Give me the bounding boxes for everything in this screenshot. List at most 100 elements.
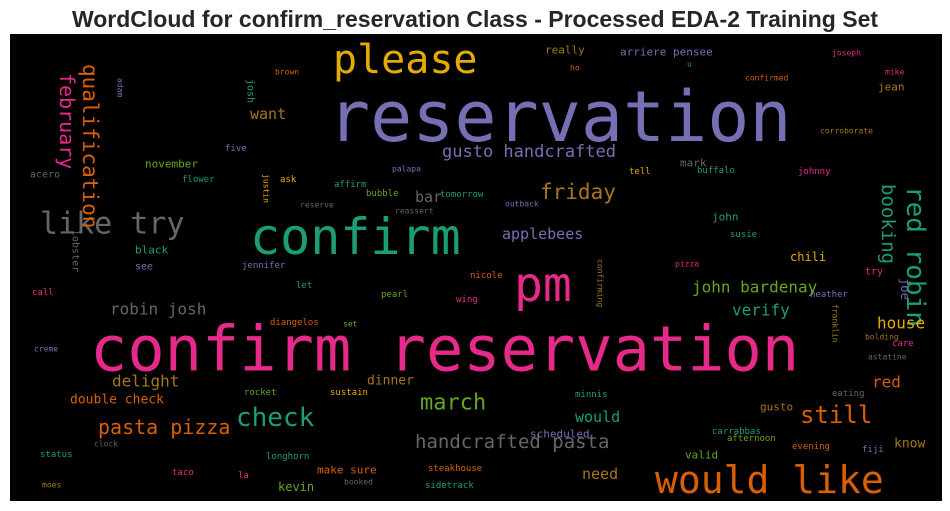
word-let: let xyxy=(296,281,312,291)
word-reassert: reassert xyxy=(395,207,434,216)
word-justin: justin xyxy=(262,174,271,203)
word-evening: evening xyxy=(792,442,830,452)
word-wing: wing xyxy=(456,295,478,305)
wordcloud-background xyxy=(10,34,942,501)
word-still: still xyxy=(800,401,872,429)
word-johnny: johnny xyxy=(798,167,831,177)
word-black: black xyxy=(135,244,168,257)
word-friday: friday xyxy=(540,180,616,204)
word-verify: verify xyxy=(732,301,790,320)
word-joseph: joseph xyxy=(832,49,861,58)
word-diangelos: diangelos xyxy=(270,318,319,328)
word-nicole: nicole xyxy=(470,271,503,281)
word-mark: mark xyxy=(680,157,707,170)
word-longhorn: longhorn xyxy=(266,452,309,462)
word-steakhouse: steakhouse xyxy=(428,464,482,474)
word-five: five xyxy=(225,144,247,154)
word-confirm: confirm xyxy=(250,208,461,266)
word-booked: booked xyxy=(344,478,373,487)
word-heather: heather xyxy=(810,290,849,300)
word-handcrafted-pasta: handcrafted pasta xyxy=(415,431,609,453)
word-affirm: affirm xyxy=(334,180,367,190)
word-robin-josh: robin josh xyxy=(110,300,206,319)
word-lobster: lobster xyxy=(70,230,81,272)
word-november: november xyxy=(145,158,198,171)
word-delight: delight xyxy=(112,372,179,391)
word-gusto: gusto xyxy=(760,401,793,414)
word-status: status xyxy=(40,450,73,460)
word-pearl: pearl xyxy=(381,290,408,300)
word-palapa: palapa xyxy=(392,165,421,174)
word-like-try: like try xyxy=(40,207,185,242)
word-bubble: bubble xyxy=(366,189,399,199)
word-astatine: astatine xyxy=(868,353,907,362)
word-corroborate: corroborate xyxy=(820,127,873,136)
word-joe: joe xyxy=(898,278,912,300)
word-john: john xyxy=(712,211,739,224)
chart-title: WordCloud for confirm_reservation Class … xyxy=(71,6,879,32)
word-double-check: double check xyxy=(70,393,164,408)
word-confirmed: confirmed xyxy=(745,74,789,83)
word-set: set xyxy=(343,320,358,329)
word-jean: jean xyxy=(878,81,905,94)
word-la: la xyxy=(238,471,249,481)
word-confirm-reservation: confirm reservation xyxy=(90,313,799,386)
word-adam: adam xyxy=(116,78,125,97)
word-valid: valid xyxy=(685,449,718,462)
word-sidetrack: sidetrack xyxy=(425,481,474,491)
word-pasta-pizza: pasta pizza xyxy=(98,415,230,439)
word-franklin: franklin xyxy=(831,304,840,343)
word-minnis: minnis xyxy=(575,390,608,400)
word-call: call xyxy=(32,288,54,298)
word-pizza: pizza xyxy=(675,260,699,269)
word-outback: outback xyxy=(505,200,539,209)
word-need: need xyxy=(582,465,618,483)
word-rocket: rocket xyxy=(244,388,277,398)
word-house: house xyxy=(877,314,925,333)
word-know: know xyxy=(894,437,925,452)
word-march: march xyxy=(420,391,486,416)
word-taco: taco xyxy=(172,468,194,478)
word-make-sure: make sure xyxy=(317,464,377,477)
word-kevin: kevin xyxy=(278,480,314,494)
word-flower: flower xyxy=(182,175,215,185)
word-february: february xyxy=(55,73,79,169)
word-eating: eating xyxy=(832,389,865,399)
word-john-bardenay: john bardenay xyxy=(692,278,818,297)
word-red-robin: red robin xyxy=(900,186,930,327)
word-tomorrow: tomorrow xyxy=(440,190,484,200)
word-bar: bar xyxy=(415,188,442,206)
word-red: red xyxy=(872,373,901,392)
word-dinner: dinner xyxy=(367,374,414,389)
word-want: want xyxy=(250,105,286,123)
word-see: see xyxy=(135,262,153,273)
word-bolding: bolding xyxy=(865,333,899,342)
word-ho: ho xyxy=(570,64,580,73)
word-susie: susie xyxy=(730,230,757,240)
word-reservation: reservation xyxy=(328,76,792,158)
word-check: check xyxy=(236,403,315,433)
word-afternoon: afternoon xyxy=(727,434,776,444)
word-scheduled: scheduled xyxy=(530,428,590,441)
word-would: would xyxy=(575,408,620,426)
word-qualification: qualification xyxy=(78,64,102,228)
word-jennifer: jennifer xyxy=(242,261,286,271)
word-please: please xyxy=(333,37,478,83)
word-arriere-pensee: arriere pensee xyxy=(620,46,713,59)
word-buffalo: buffalo xyxy=(697,166,735,176)
word-mike: mike xyxy=(885,68,904,77)
word-gusto-handcrafted: gusto handcrafted xyxy=(442,142,616,162)
word-group: reservation confirm reservation confirm wou… xyxy=(30,37,930,501)
word-really: really xyxy=(545,44,585,57)
word-tell: tell xyxy=(629,167,651,177)
word-moes: moes xyxy=(42,481,61,490)
word-josh: josh xyxy=(245,79,256,103)
word-sustain: sustain xyxy=(330,388,368,398)
word-ask: ask xyxy=(280,175,297,185)
word-pm: pm xyxy=(514,257,572,313)
word-u: u xyxy=(687,60,692,69)
word-creme: creme xyxy=(34,345,58,354)
word-fiji: fiji xyxy=(862,445,884,455)
word-reserve: reserve xyxy=(300,201,334,210)
